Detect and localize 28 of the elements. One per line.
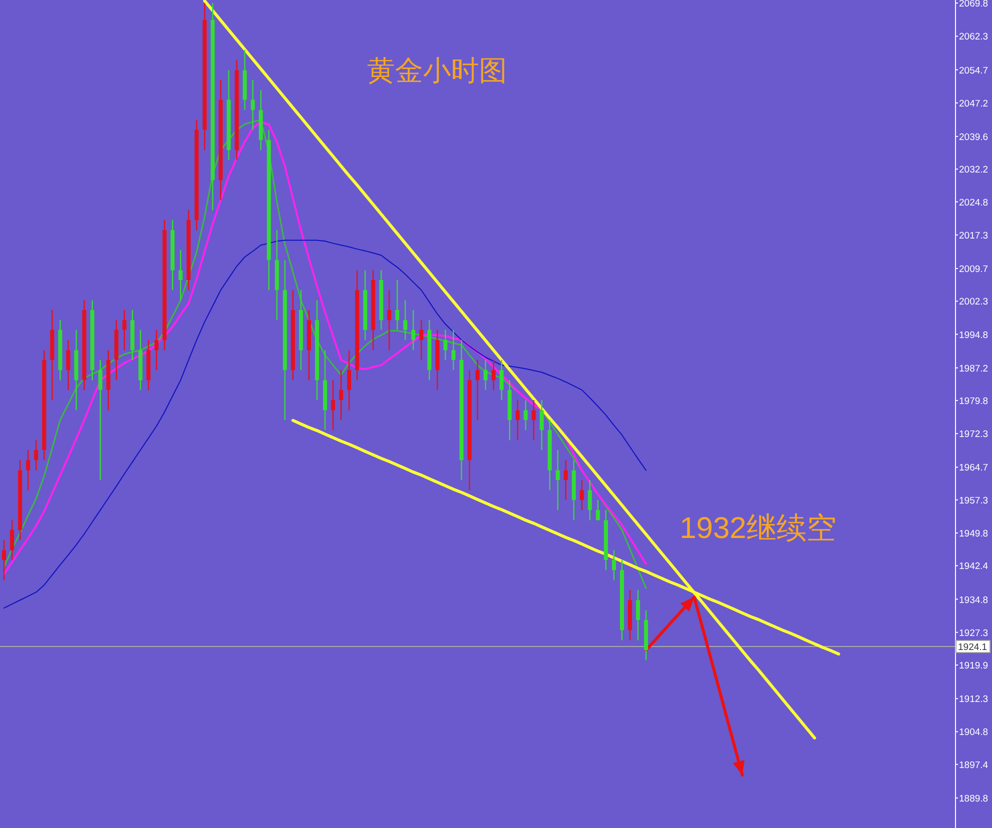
ytick: 2032.2	[959, 164, 988, 176]
ytick: 2024.8	[959, 197, 988, 208]
annotation: 1932继续空	[680, 512, 836, 545]
ytick: 1912.3	[959, 694, 988, 706]
ytick: 2039.6	[959, 132, 988, 143]
ref-label: 1924.1	[958, 642, 988, 653]
ytick: 1972.3	[959, 429, 988, 440]
ytick: 2009.7	[959, 264, 988, 275]
ytick: 2069.8	[959, 0, 988, 10]
ytick: 1964.7	[959, 462, 988, 474]
ytick: 1994.8	[959, 330, 988, 341]
ytick: 2047.2	[959, 98, 988, 110]
ytick: 2054.7	[959, 65, 988, 76]
ytick: 1889.8	[959, 793, 988, 804]
ytick: 1927.3	[959, 628, 988, 639]
ytick: 2017.3	[959, 230, 988, 242]
ytick: 1942.4	[959, 561, 988, 572]
ytick: 1904.8	[959, 727, 988, 738]
ytick: 1897.4	[959, 760, 988, 771]
ytick: 2062.3	[959, 32, 988, 43]
ytick: 1957.3	[959, 495, 988, 506]
ytick: 1987.2	[959, 363, 988, 374]
ytick: 1949.8	[959, 528, 988, 540]
ytick: 1919.9	[959, 660, 988, 672]
ytick: 1934.8	[959, 594, 988, 606]
title: 黄金小时图	[367, 55, 507, 86]
ytick: 2002.3	[959, 296, 988, 308]
ytick: 1979.8	[959, 396, 988, 408]
